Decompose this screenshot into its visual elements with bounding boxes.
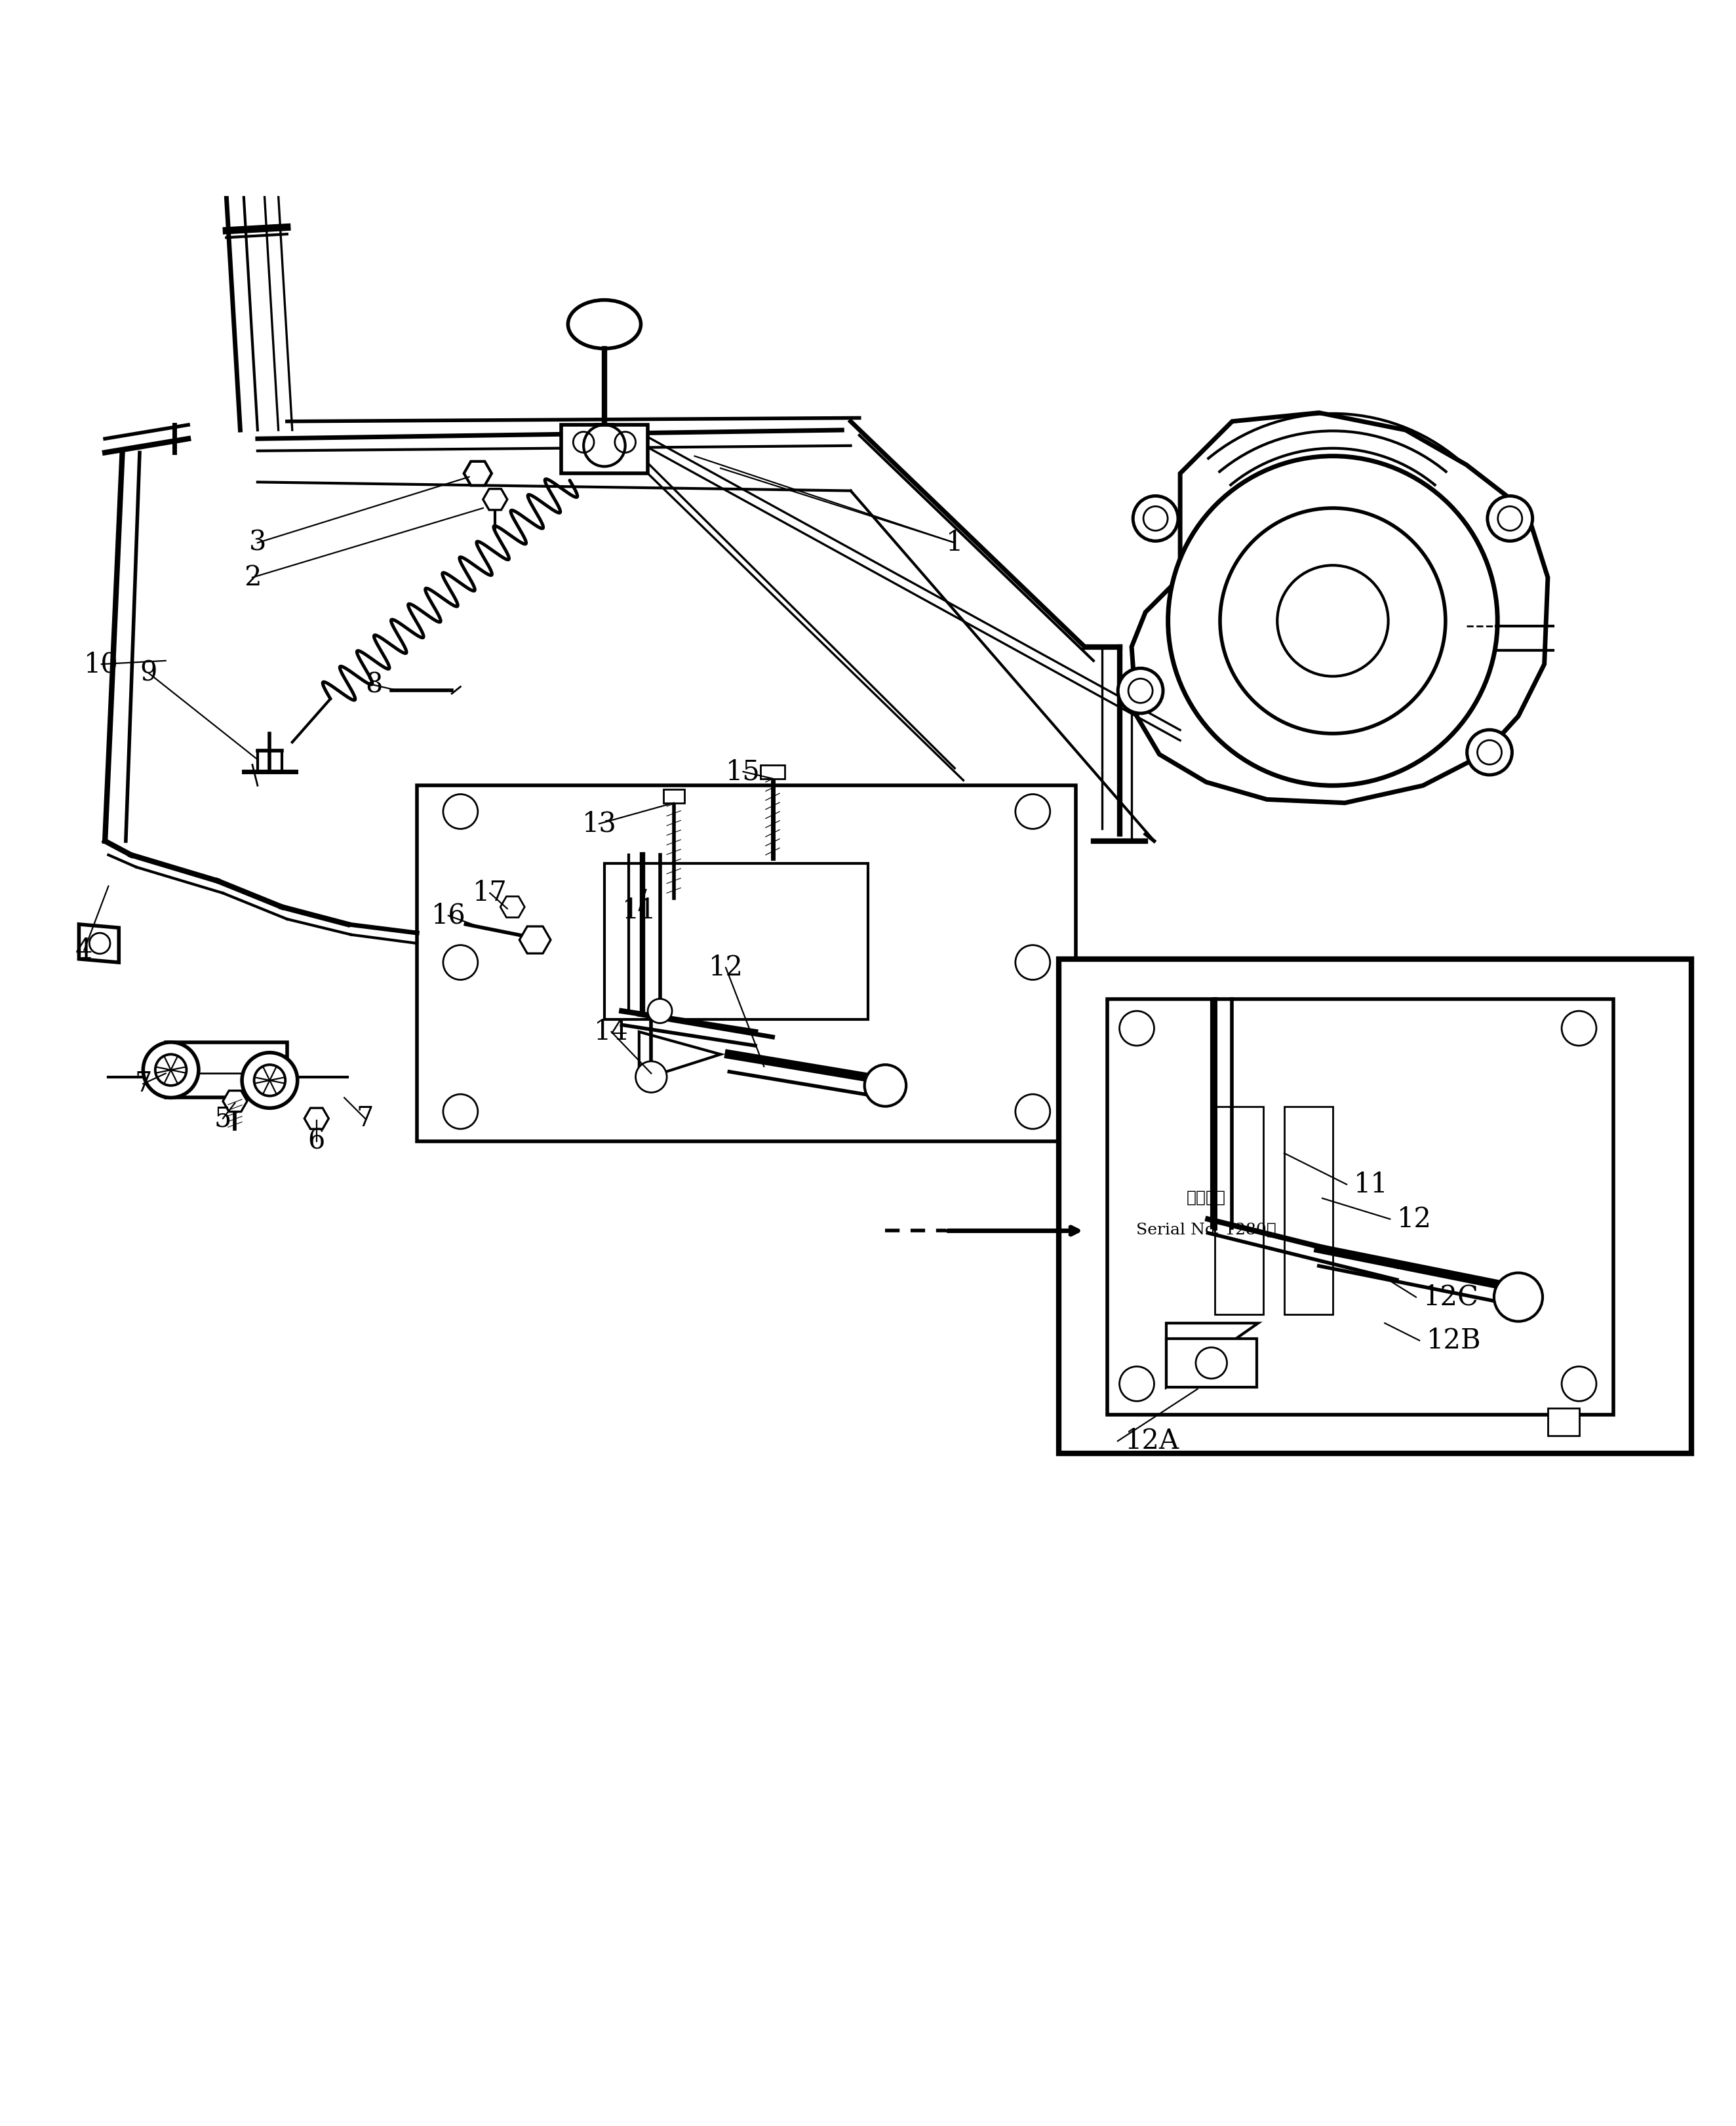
Polygon shape bbox=[222, 1091, 247, 1112]
Circle shape bbox=[241, 1052, 297, 1108]
Polygon shape bbox=[1132, 412, 1549, 804]
Text: 12B: 12B bbox=[1427, 1327, 1481, 1354]
Text: 8: 8 bbox=[365, 672, 382, 699]
Circle shape bbox=[1134, 495, 1179, 540]
Polygon shape bbox=[464, 461, 491, 485]
Text: 14: 14 bbox=[594, 1018, 628, 1046]
Polygon shape bbox=[1167, 1322, 1259, 1388]
Text: 9: 9 bbox=[139, 659, 156, 687]
Polygon shape bbox=[639, 1031, 720, 1080]
Circle shape bbox=[573, 432, 594, 453]
Polygon shape bbox=[1108, 999, 1614, 1416]
Circle shape bbox=[1495, 1273, 1543, 1322]
Circle shape bbox=[1220, 508, 1446, 733]
Circle shape bbox=[648, 999, 672, 1023]
Bar bbox=[1215, 1106, 1264, 1314]
Text: 12C: 12C bbox=[1424, 1284, 1479, 1312]
Circle shape bbox=[142, 1042, 198, 1097]
Ellipse shape bbox=[568, 300, 641, 349]
Bar bbox=[1167, 1339, 1257, 1388]
Bar bbox=[1059, 959, 1693, 1454]
Polygon shape bbox=[417, 784, 1076, 1142]
Circle shape bbox=[1467, 729, 1512, 774]
Text: 7: 7 bbox=[356, 1106, 373, 1133]
Circle shape bbox=[865, 1065, 906, 1106]
Polygon shape bbox=[304, 1108, 328, 1129]
Bar bbox=[165, 1042, 286, 1097]
Circle shape bbox=[1168, 457, 1498, 784]
Text: 6: 6 bbox=[307, 1127, 325, 1154]
Text: 11: 11 bbox=[621, 897, 656, 925]
Circle shape bbox=[635, 1061, 667, 1093]
Circle shape bbox=[1300, 1369, 1345, 1416]
Text: 4: 4 bbox=[75, 938, 92, 963]
Bar bbox=[561, 425, 648, 474]
Polygon shape bbox=[78, 925, 118, 963]
Text: 5: 5 bbox=[214, 1106, 231, 1133]
Circle shape bbox=[1278, 566, 1389, 676]
Text: 適用号機: 適用号機 bbox=[1186, 1191, 1226, 1205]
Bar bbox=[663, 789, 684, 804]
Text: 11: 11 bbox=[1354, 1171, 1389, 1199]
Circle shape bbox=[615, 432, 635, 453]
Text: 17: 17 bbox=[472, 880, 507, 908]
Polygon shape bbox=[519, 927, 550, 952]
Text: 3: 3 bbox=[248, 529, 266, 557]
Polygon shape bbox=[483, 489, 507, 510]
Text: 13: 13 bbox=[582, 810, 616, 838]
Polygon shape bbox=[604, 863, 868, 1020]
Text: 2: 2 bbox=[243, 563, 260, 591]
Bar bbox=[1549, 1407, 1580, 1435]
Text: 12: 12 bbox=[708, 955, 743, 982]
Bar bbox=[1285, 1106, 1333, 1314]
Text: 7: 7 bbox=[134, 1069, 151, 1097]
Text: Serial No. 1280～: Serial No. 1280～ bbox=[1135, 1222, 1276, 1237]
Polygon shape bbox=[500, 897, 524, 918]
Circle shape bbox=[1118, 668, 1163, 714]
Text: 15: 15 bbox=[726, 757, 760, 784]
Bar bbox=[760, 765, 785, 778]
Text: 16: 16 bbox=[431, 901, 465, 929]
Circle shape bbox=[1488, 495, 1533, 540]
Text: 10: 10 bbox=[83, 651, 118, 678]
Text: 12A: 12A bbox=[1125, 1427, 1179, 1454]
Text: 12: 12 bbox=[1397, 1205, 1432, 1233]
Text: 1: 1 bbox=[946, 529, 963, 557]
